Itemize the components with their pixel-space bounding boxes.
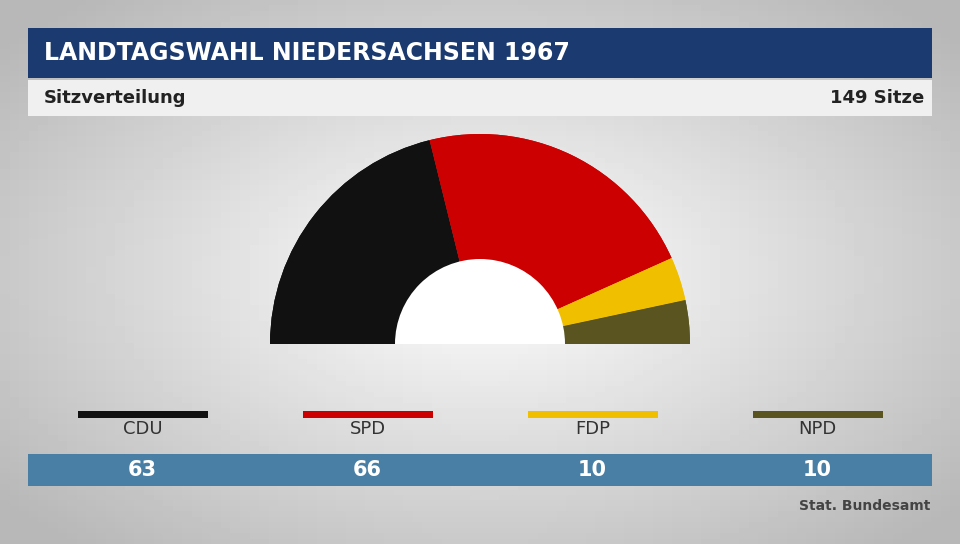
Text: SPD: SPD [349, 420, 386, 438]
Bar [527, 411, 658, 418]
Bar [302, 411, 433, 418]
Wedge shape [270, 140, 460, 344]
Bar [28, 80, 932, 116]
Text: 10: 10 [803, 460, 832, 480]
Text: 10: 10 [578, 460, 607, 480]
Text: FDP: FDP [575, 420, 610, 438]
Bar [260, 344, 700, 544]
Text: Sitzverteilung: Sitzverteilung [44, 89, 186, 107]
Text: CDU: CDU [123, 420, 162, 438]
Wedge shape [429, 134, 672, 309]
Wedge shape [480, 258, 685, 344]
Text: 63: 63 [128, 460, 157, 480]
Bar [753, 411, 882, 418]
Circle shape [395, 259, 565, 429]
Text: 66: 66 [353, 460, 382, 480]
Bar [28, 454, 932, 486]
Bar [28, 28, 932, 78]
Text: NPD: NPD [799, 420, 836, 438]
Wedge shape [270, 140, 480, 344]
Circle shape [395, 259, 565, 429]
Text: 149 Sitze: 149 Sitze [829, 89, 924, 107]
Text: Stat. Bundesamt: Stat. Bundesamt [799, 499, 930, 513]
Bar [78, 411, 207, 418]
Wedge shape [395, 259, 565, 344]
Wedge shape [558, 258, 685, 326]
Wedge shape [429, 134, 672, 344]
Text: LANDTAGSWAHL NIEDERSACHSEN 1967: LANDTAGSWAHL NIEDERSACHSEN 1967 [44, 41, 570, 65]
Wedge shape [480, 300, 690, 344]
Wedge shape [564, 300, 690, 344]
